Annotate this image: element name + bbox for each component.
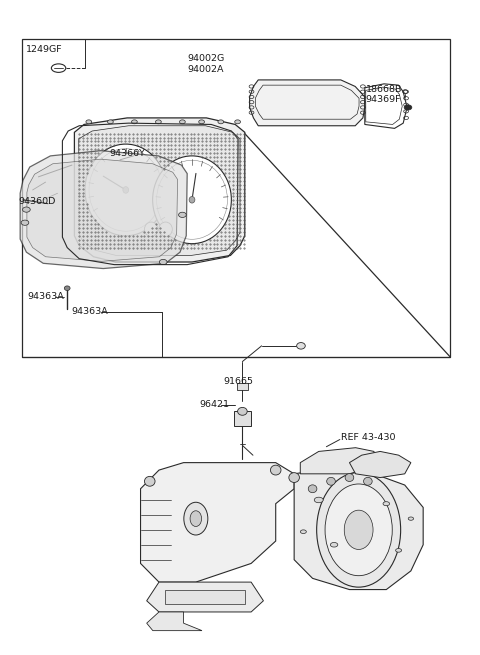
Ellipse shape	[21, 220, 29, 225]
Polygon shape	[79, 126, 240, 255]
Bar	[144, 196, 172, 221]
Ellipse shape	[23, 207, 30, 212]
Ellipse shape	[189, 196, 195, 203]
Ellipse shape	[327, 477, 336, 485]
Ellipse shape	[64, 286, 70, 291]
Ellipse shape	[144, 222, 158, 236]
Text: 94363A: 94363A	[28, 291, 65, 301]
Ellipse shape	[235, 120, 240, 124]
Ellipse shape	[180, 120, 185, 124]
Ellipse shape	[144, 476, 155, 486]
Text: REF 43-430: REF 43-430	[341, 433, 396, 442]
Ellipse shape	[308, 485, 317, 493]
Ellipse shape	[156, 160, 228, 239]
Ellipse shape	[85, 144, 167, 236]
Polygon shape	[165, 590, 245, 605]
Ellipse shape	[345, 474, 354, 481]
Ellipse shape	[408, 517, 414, 520]
Ellipse shape	[330, 542, 338, 547]
Ellipse shape	[108, 120, 113, 124]
Polygon shape	[74, 118, 245, 262]
Ellipse shape	[184, 502, 208, 535]
Text: 91665: 91665	[223, 377, 253, 386]
Ellipse shape	[238, 407, 247, 415]
Ellipse shape	[344, 510, 373, 550]
Ellipse shape	[218, 120, 224, 124]
Ellipse shape	[190, 511, 202, 527]
Text: 94002A: 94002A	[187, 65, 224, 74]
Ellipse shape	[325, 484, 392, 576]
Ellipse shape	[89, 149, 162, 231]
Text: 1249GF: 1249GF	[26, 45, 63, 54]
Ellipse shape	[396, 548, 402, 552]
Text: 94363A: 94363A	[71, 307, 108, 316]
Ellipse shape	[156, 120, 161, 124]
Ellipse shape	[270, 465, 281, 475]
Polygon shape	[141, 462, 294, 582]
Ellipse shape	[404, 105, 412, 110]
Ellipse shape	[153, 156, 231, 244]
Polygon shape	[147, 582, 264, 612]
Polygon shape	[20, 151, 187, 269]
Ellipse shape	[363, 477, 372, 485]
Ellipse shape	[300, 530, 306, 534]
Text: 94360D: 94360D	[18, 197, 56, 206]
Polygon shape	[27, 159, 178, 261]
Text: 94366Y: 94366Y	[109, 149, 145, 159]
Ellipse shape	[159, 259, 167, 265]
Bar	[22, 39, 450, 357]
Bar	[237, 383, 248, 390]
Ellipse shape	[383, 502, 390, 506]
Ellipse shape	[159, 222, 172, 236]
Text: 96421: 96421	[199, 400, 229, 409]
Ellipse shape	[179, 212, 186, 217]
Ellipse shape	[199, 120, 204, 124]
Ellipse shape	[297, 343, 305, 349]
Polygon shape	[147, 612, 202, 631]
Text: 94002G: 94002G	[187, 54, 225, 64]
Ellipse shape	[317, 472, 401, 587]
Ellipse shape	[86, 120, 92, 124]
Ellipse shape	[289, 473, 300, 483]
Ellipse shape	[132, 120, 137, 124]
Polygon shape	[294, 470, 423, 590]
Bar	[234, 411, 251, 426]
Text: 18668B: 18668B	[366, 84, 402, 94]
Ellipse shape	[123, 187, 129, 193]
Text: 94369F: 94369F	[366, 95, 401, 104]
Polygon shape	[349, 451, 411, 477]
Ellipse shape	[314, 497, 323, 503]
Polygon shape	[300, 448, 374, 474]
Polygon shape	[250, 80, 365, 126]
